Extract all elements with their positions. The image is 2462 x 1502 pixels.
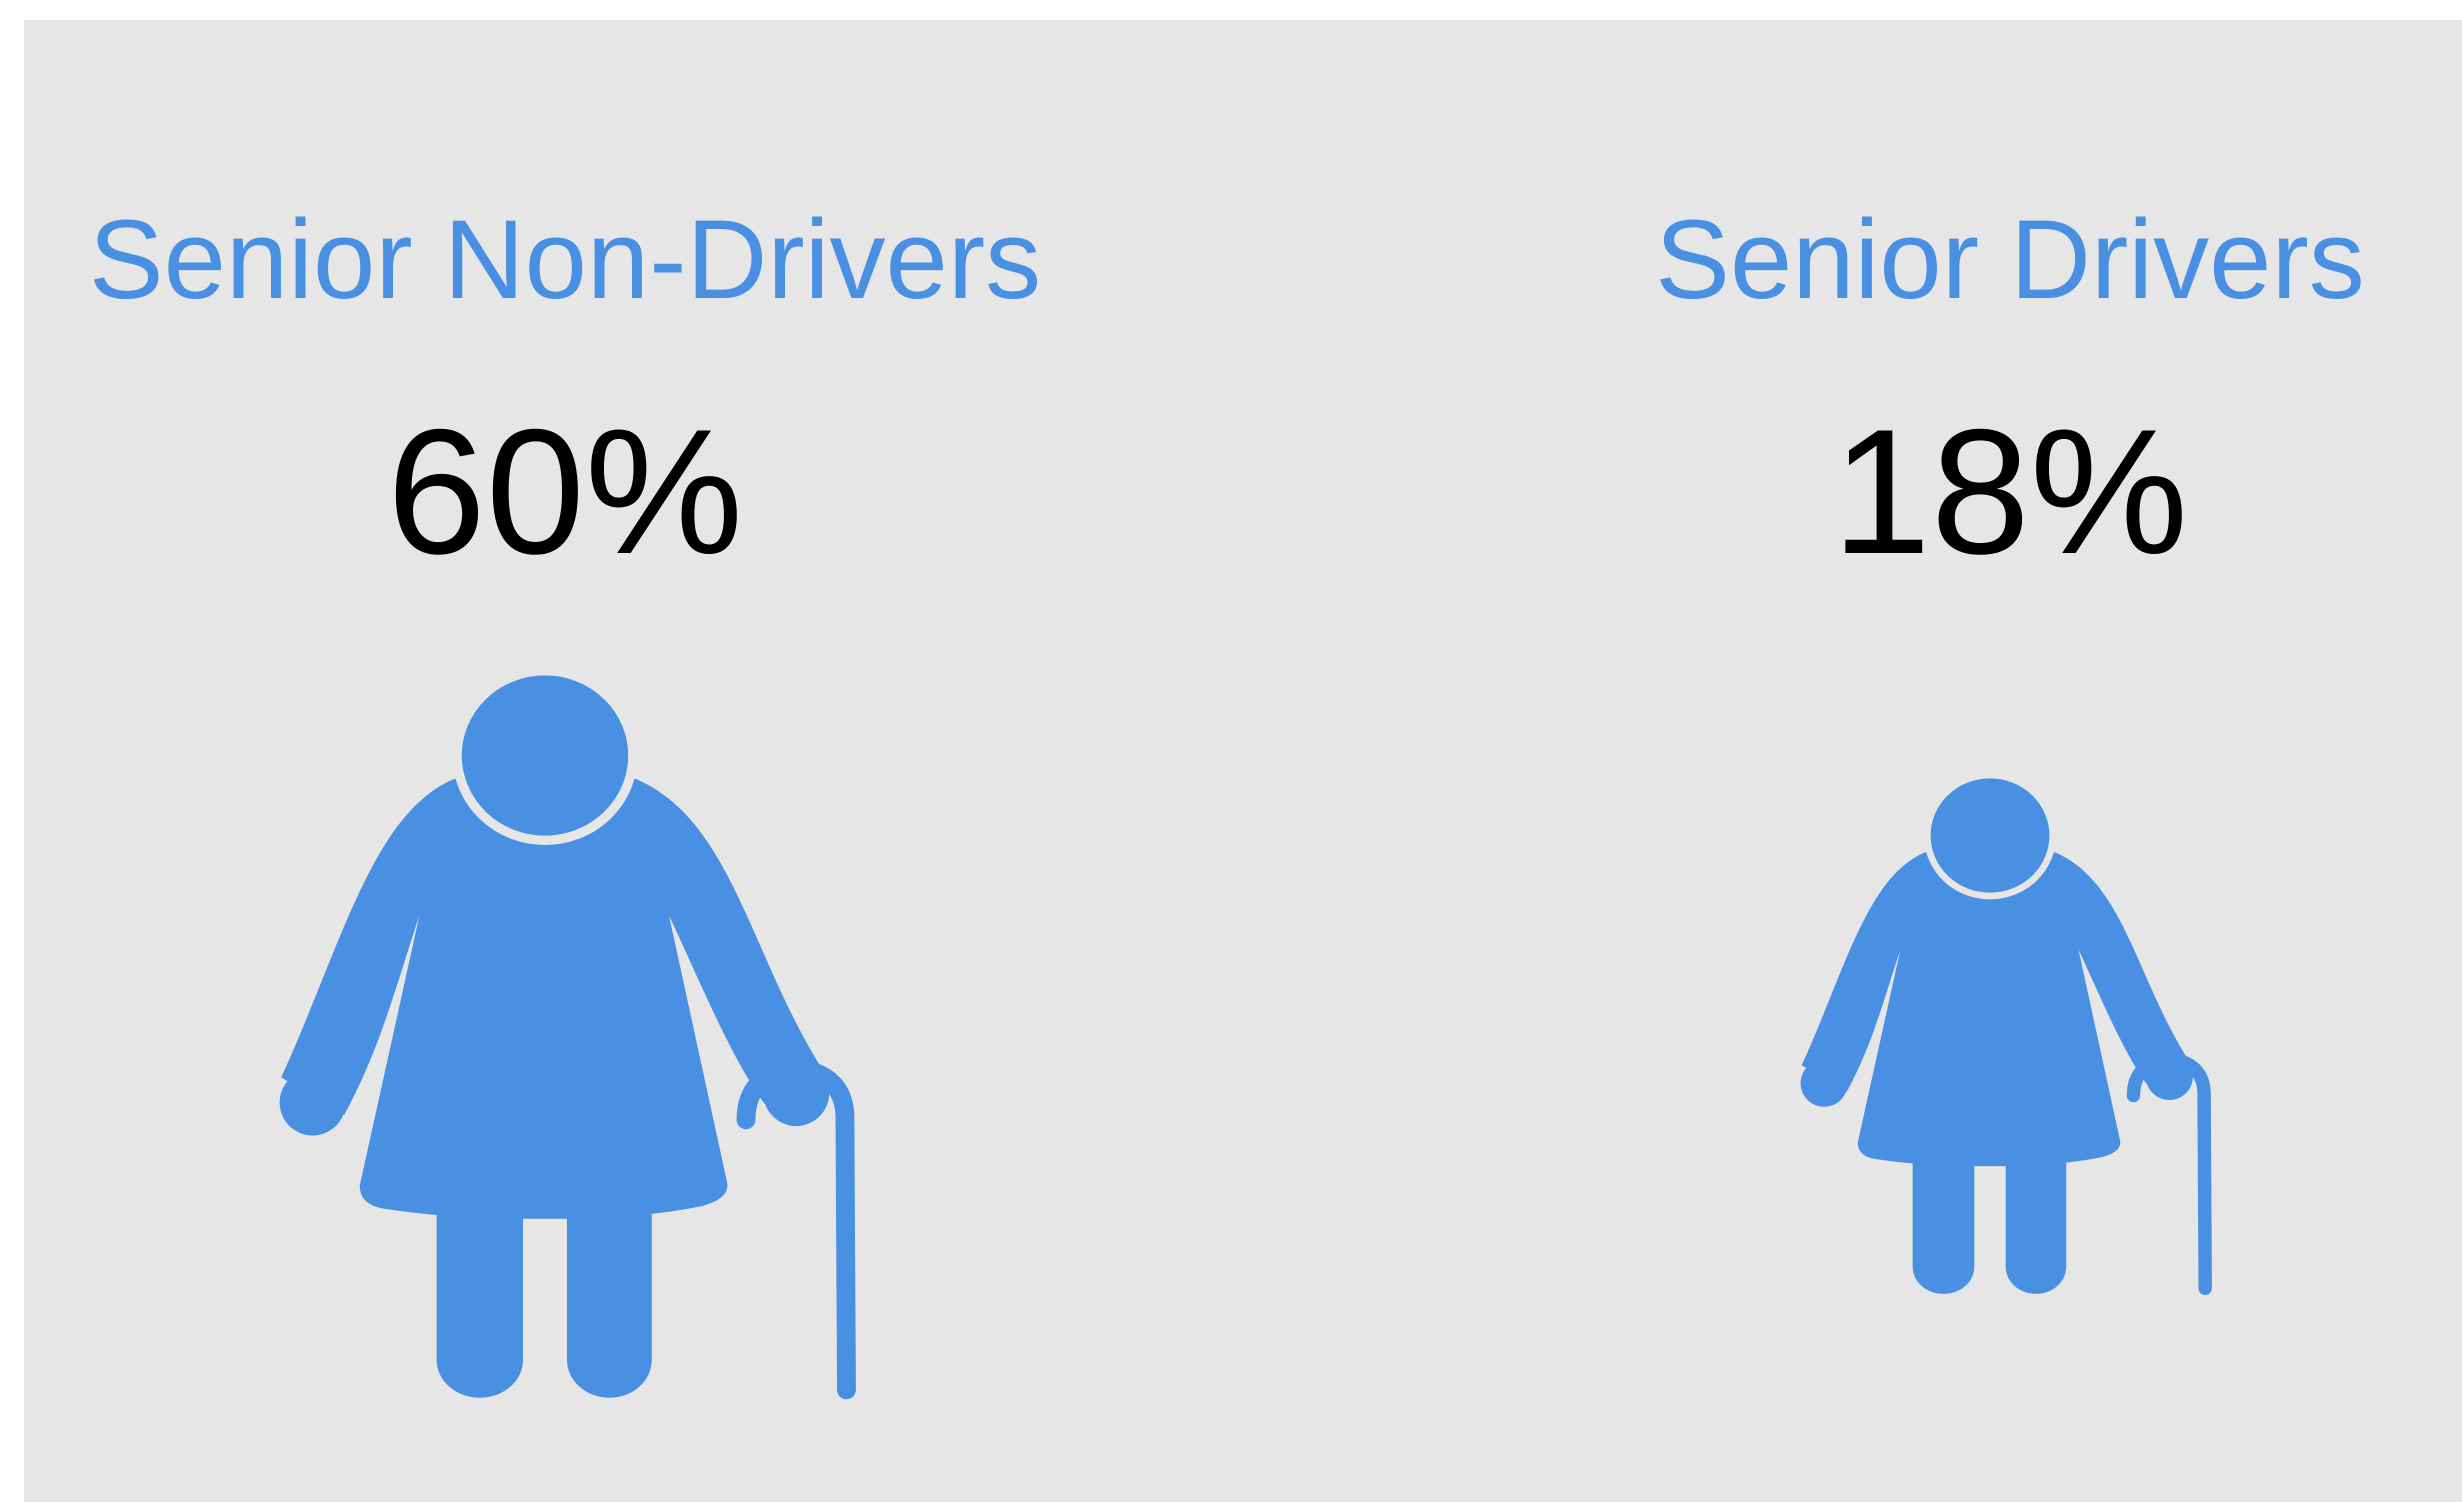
person-icon: [1800, 771, 2212, 1296]
icon-cane: [736, 1058, 856, 1400]
icon-cane: [2126, 1051, 2212, 1296]
category-label: Senior Drivers: [1655, 197, 2365, 322]
icon-head: [1923, 771, 2057, 900]
category-label: Senior Non-Drivers: [89, 197, 1041, 322]
icon-body: [281, 779, 825, 1219]
icon-body: [1801, 852, 2190, 1167]
icon-hand: [1800, 1059, 1848, 1107]
icon-leg: [436, 1206, 524, 1398]
icon-leg: [2005, 1157, 2067, 1294]
icon-head: [452, 666, 638, 846]
icon-leg: [1912, 1157, 1975, 1294]
value-label: 18%: [1832, 392, 2188, 591]
value-label: 60%: [387, 392, 743, 591]
icon-hand: [279, 1069, 346, 1136]
icon-leg: [566, 1206, 652, 1398]
person-icon: [279, 666, 856, 1400]
